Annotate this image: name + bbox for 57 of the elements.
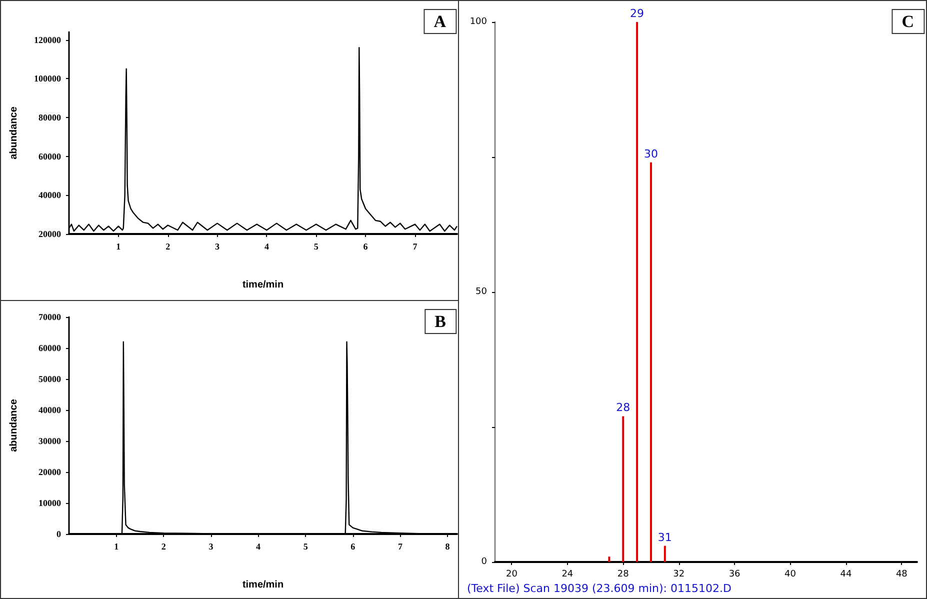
x-tick-label: 8 (445, 542, 450, 552)
y-tick-label: 50 (476, 287, 488, 297)
x-tick-label: 7 (398, 542, 403, 552)
y-tick-label: 10000 (38, 498, 62, 508)
x-tick-label: 20 (506, 570, 518, 580)
x-axis-title: time/min (242, 280, 284, 290)
y-tick-label: 30000 (38, 436, 62, 446)
x-tick-label: 3 (208, 542, 214, 552)
chart-title: B (434, 312, 446, 331)
y-tick-label: 80000 (38, 112, 62, 122)
y-tick-label: 20000 (38, 467, 62, 477)
x-tick-label: 7 (412, 242, 418, 252)
x-tick-label: 5 (314, 242, 319, 252)
annotation: 31 (658, 530, 672, 544)
x-tick-label: 1 (114, 542, 120, 552)
y-tick-label: 0 (56, 529, 62, 539)
bar (636, 22, 638, 562)
chart-title: C (902, 12, 914, 31)
x-tick-label: 6 (363, 242, 368, 252)
x-tick-label: 4 (256, 542, 262, 552)
y-tick-label: 60000 (38, 151, 62, 162)
x-tick-label: 6 (350, 542, 356, 552)
x-tick-label: 5 (303, 542, 308, 552)
annotation: 29 (630, 7, 644, 20)
bar (608, 556, 610, 562)
x-tick-label: 32 (673, 570, 685, 580)
x-tick-label: 24 (562, 570, 574, 580)
y-tick-label: 120000 (34, 34, 62, 45)
x-tick-label: 4 (264, 242, 270, 252)
x-tick-label: 2 (161, 542, 166, 552)
x-tick-label: 1 (116, 242, 122, 252)
annotation: 28 (616, 401, 630, 414)
y-axis-title: abundance (8, 106, 20, 160)
bar (650, 162, 652, 562)
x-tick-label: 40 (784, 570, 796, 580)
y-tick-label: 100000 (34, 74, 62, 84)
x-tick-label: 48 (896, 570, 908, 580)
annotation: 30 (644, 147, 658, 160)
x-tick-label: 28 (617, 570, 630, 580)
bar (664, 546, 666, 562)
x-axis-title: time/min (242, 580, 284, 590)
text: (Text File) Scan 19039 (23.609 min): 0115102.D (467, 582, 732, 595)
y-tick-label: 60000 (38, 343, 62, 353)
y-tick-label: 40000 (38, 190, 62, 200)
x-tick-label: 44 (840, 570, 852, 580)
x-tick-label: 3 (215, 242, 220, 252)
y-tick-label: 20000 (38, 229, 62, 239)
chart-title: A (434, 12, 447, 31)
y-tick-label: 50000 (38, 374, 62, 384)
bar (622, 416, 624, 562)
y-tick-label: 40000 (38, 405, 62, 415)
y-axis-title: abundance (8, 398, 20, 452)
y-tick-label: 0 (481, 557, 488, 567)
y-tick-label: 70000 (38, 312, 62, 322)
y-tick-label: 100 (470, 17, 488, 27)
x-tick-label: 36 (728, 570, 741, 580)
x-tick-label: 2 (166, 242, 171, 252)
